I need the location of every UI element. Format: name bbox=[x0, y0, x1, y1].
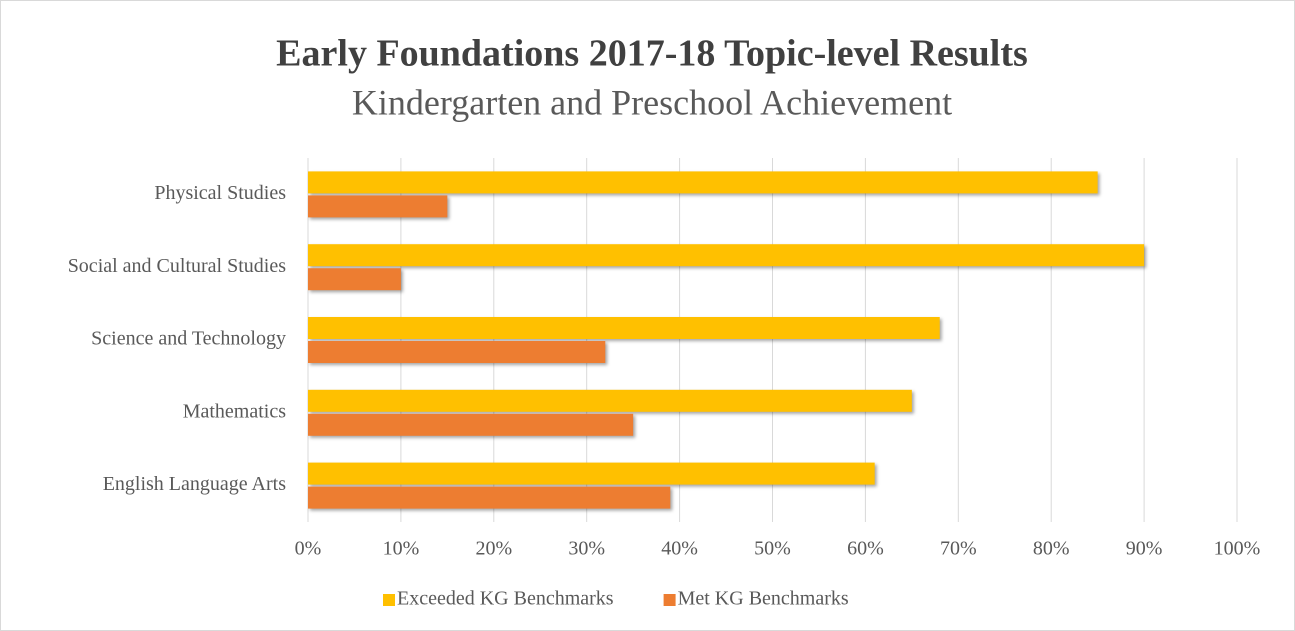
bar bbox=[308, 341, 606, 363]
x-tick-label: 100% bbox=[1214, 538, 1261, 560]
x-tick-label: 50% bbox=[754, 538, 791, 560]
y-tick-label: Mathematics bbox=[183, 400, 287, 422]
bar bbox=[308, 462, 875, 485]
bar bbox=[308, 413, 634, 436]
x-tick-label: 90% bbox=[1126, 538, 1163, 560]
x-tick-label: 30% bbox=[568, 538, 605, 560]
chart-title: Early Foundations 2017-18 Topic-level Re… bbox=[276, 33, 1028, 75]
x-tick-label: 80% bbox=[1033, 538, 1070, 560]
x-tick-label: 20% bbox=[475, 538, 512, 560]
y-tick-label: Science and Technology bbox=[91, 328, 286, 350]
y-tick-label: Social and Cultural Studies bbox=[68, 255, 287, 277]
legend-swatch bbox=[383, 594, 395, 606]
bar bbox=[308, 486, 671, 509]
x-tick-label: 60% bbox=[847, 538, 884, 560]
bar bbox=[308, 195, 448, 218]
chart-subtitle: Kindergarten and Preschool Achievement bbox=[352, 82, 952, 122]
y-tick-label: English Language Arts bbox=[103, 473, 287, 495]
legend-swatch bbox=[663, 594, 676, 606]
x-tick-label: 40% bbox=[661, 538, 698, 560]
y-tick-label: Physical Studies bbox=[154, 182, 286, 204]
legend-label: Met KG Benchmarks bbox=[678, 588, 849, 610]
bar bbox=[308, 171, 1098, 194]
bar bbox=[308, 317, 940, 339]
bar bbox=[308, 244, 1145, 267]
x-tick-label: 10% bbox=[383, 538, 420, 560]
bar bbox=[308, 268, 401, 291]
x-tick-label: 0% bbox=[295, 538, 322, 560]
legend-label: Exceeded KG Benchmarks bbox=[397, 588, 614, 610]
bar bbox=[308, 389, 912, 412]
x-tick-label: 70% bbox=[940, 538, 977, 560]
